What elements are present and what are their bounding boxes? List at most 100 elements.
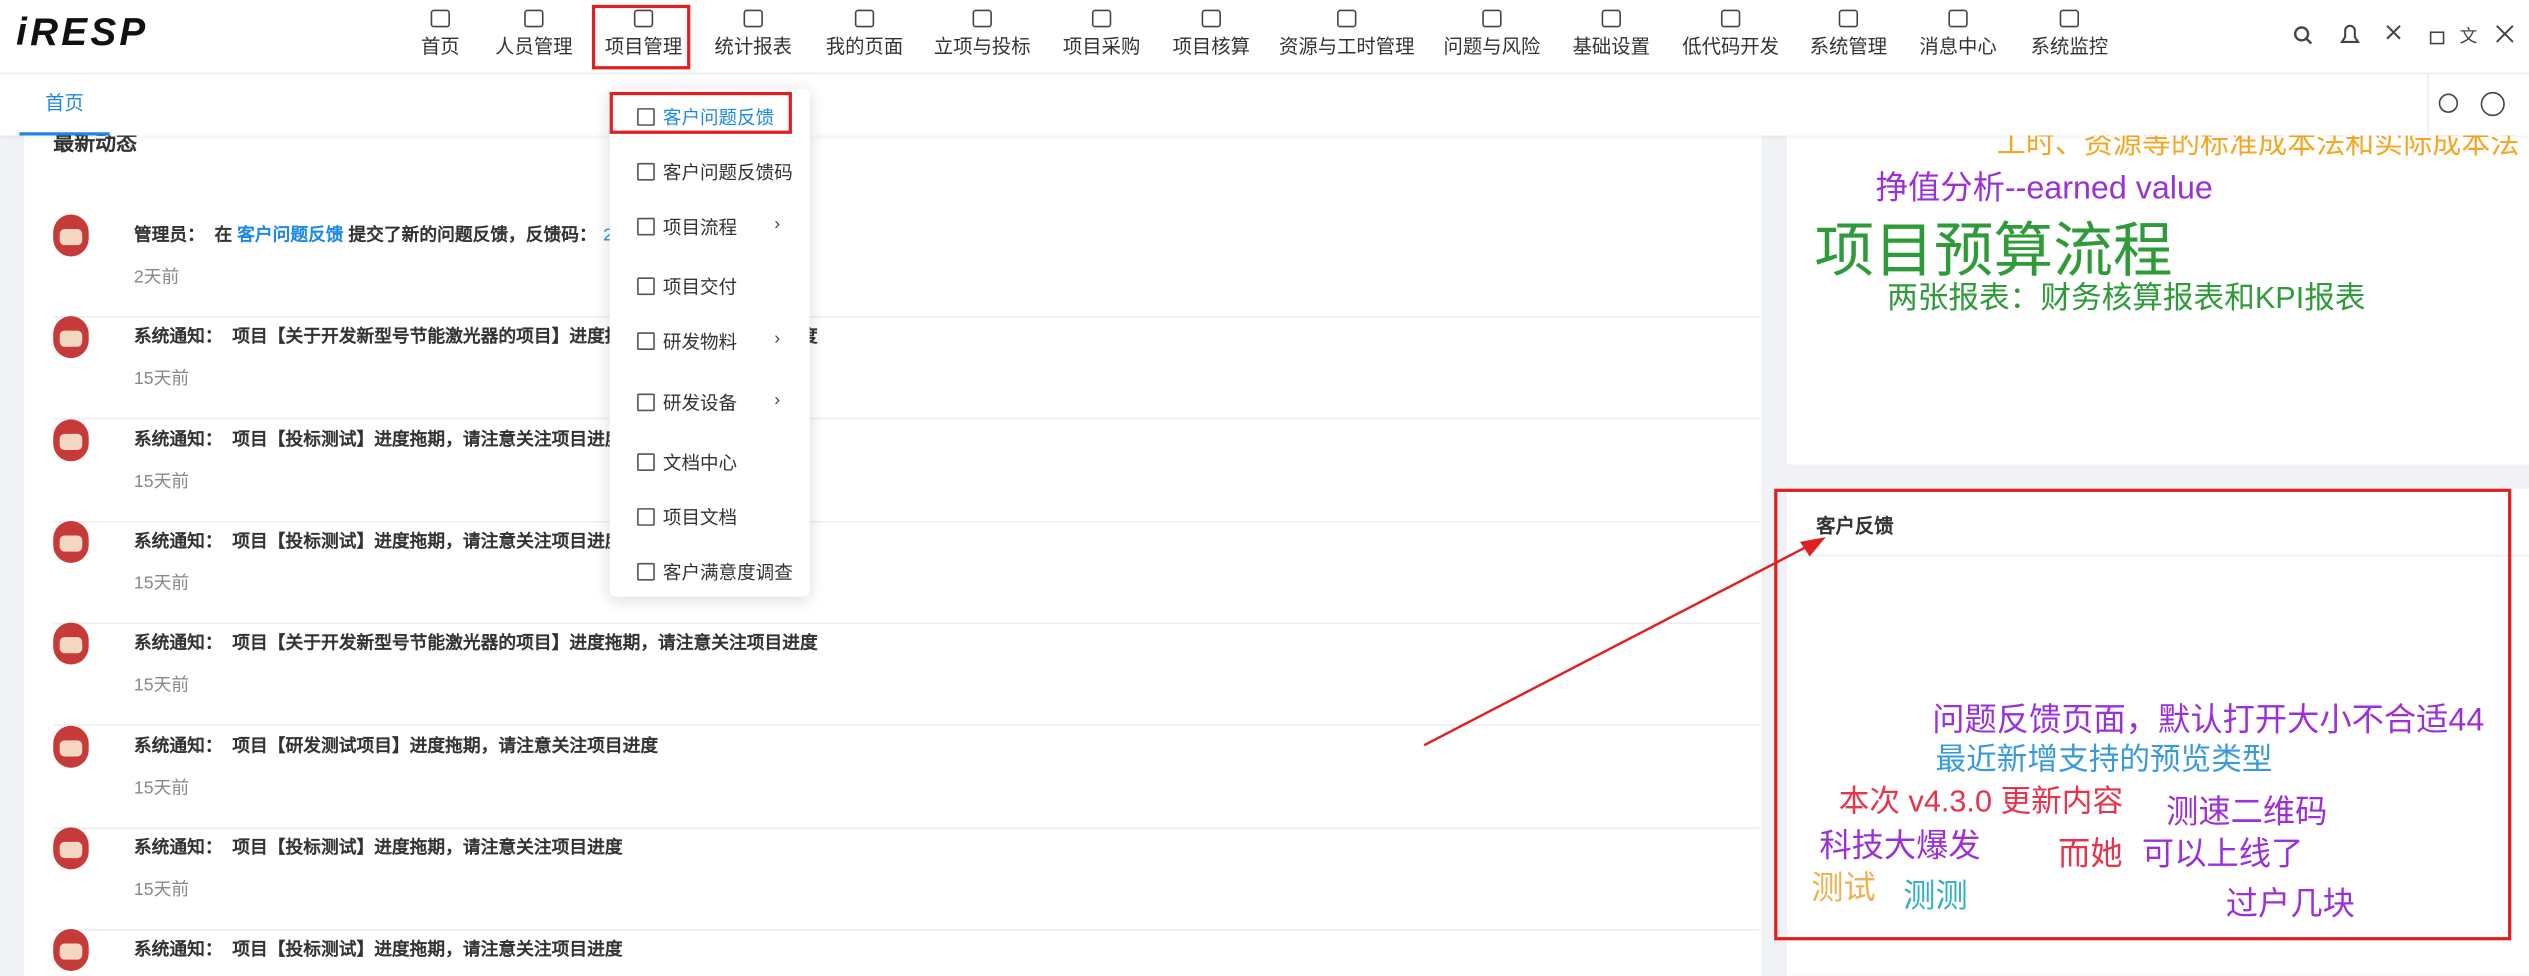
nav-item[interactable]: 人员管理 bbox=[495, 9, 573, 60]
menu-icon bbox=[637, 562, 655, 581]
nav-icon bbox=[1482, 9, 1502, 28]
news-item: 系统通知： 项目【投标测试】进度拖期，请注意关注项目进度 15天前 bbox=[53, 827, 1760, 931]
nav-label: 项目核算 bbox=[1172, 35, 1251, 59]
nav-icon bbox=[1838, 9, 1859, 28]
nav-item[interactable]: 项目管理 bbox=[605, 9, 682, 60]
nav-label: 消息中心 bbox=[1919, 35, 1997, 59]
avatar bbox=[53, 418, 89, 461]
menu-icon bbox=[637, 332, 655, 350]
word: 测速二维码 bbox=[2166, 795, 2328, 831]
user-icon[interactable] bbox=[2480, 91, 2505, 117]
logo[interactable]: iRESP bbox=[16, 11, 149, 55]
nav-icon bbox=[1720, 9, 1741, 28]
sender: 系统通知： bbox=[133, 634, 223, 654]
text: 项目【投标测试】进度拖期，请注意关注项目进度 bbox=[232, 838, 623, 858]
word: 测试 bbox=[1811, 870, 1876, 907]
nav-icon bbox=[972, 9, 992, 28]
menu-item[interactable]: 研发物料 › bbox=[610, 324, 810, 356]
message: 系统通知： 项目【研发测试项目】进度拖期，请注意关注项目进度 bbox=[134, 731, 658, 757]
word: 测测 bbox=[1903, 879, 1968, 915]
link[interactable]: 客户问题反馈 bbox=[237, 225, 344, 246]
menu-item[interactable]: 客户问题反馈码 bbox=[610, 155, 810, 187]
text: 项目【投标测试】进度拖期，请注意关注项目进度 bbox=[232, 429, 623, 450]
menu-icon bbox=[637, 277, 655, 296]
menu-item[interactable]: 客户满意度调查 bbox=[610, 555, 810, 587]
avatar bbox=[53, 316, 89, 359]
time: 15天前 bbox=[133, 369, 190, 390]
time: 15天前 bbox=[133, 880, 190, 900]
nav-icon bbox=[1948, 9, 1968, 28]
submenu-arrow: › bbox=[774, 390, 781, 410]
message: 系统通知： 项目【投标测试】进度拖期，请注意关注项目进度 bbox=[134, 834, 623, 860]
submenu-arrow: › bbox=[774, 214, 781, 234]
nav-item[interactable]: 系统管理 bbox=[1810, 9, 1887, 60]
submenu-arrow: › bbox=[774, 329, 781, 349]
nav-label: 首页 bbox=[420, 35, 460, 59]
refresh-icon[interactable] bbox=[2438, 93, 2459, 113]
nav-item[interactable]: 问题与风险 bbox=[1444, 9, 1540, 60]
word: 可以上线了 bbox=[2141, 837, 2304, 873]
menu-label: 项目流程 bbox=[662, 219, 738, 239]
nav-item[interactable]: 低代码开发 bbox=[1682, 9, 1779, 60]
menu-label: 研发物料 bbox=[662, 333, 738, 354]
nav-item[interactable]: 项目核算 bbox=[1172, 9, 1251, 60]
menu-label: 客户问题反馈码 bbox=[662, 164, 793, 184]
menu-item[interactable]: 项目流程 › bbox=[610, 210, 810, 242]
menu-icon bbox=[637, 393, 655, 412]
nav-icon bbox=[1201, 9, 1221, 28]
tab[interactable]: 首页 bbox=[19, 74, 110, 136]
nav-item[interactable]: 统计报表 bbox=[715, 9, 792, 60]
message: 系统通知： 项目【投标测试】进度拖期，请注意关注项目进度 bbox=[134, 936, 623, 962]
word: 挣值分析--earned value bbox=[1875, 170, 2213, 207]
menu-item[interactable]: 文档中心 bbox=[610, 445, 810, 477]
time: 15天前 bbox=[133, 574, 190, 594]
nav-icon bbox=[1601, 9, 1621, 28]
menu-item[interactable]: 客户问题反馈 bbox=[610, 100, 810, 132]
sender: 系统通知： bbox=[133, 429, 223, 450]
nav-item[interactable]: 首页 bbox=[420, 9, 460, 60]
word: 最近新增支持的预览类型 bbox=[1935, 743, 2273, 778]
word: 而她 bbox=[2058, 837, 2123, 873]
nav-icon bbox=[854, 9, 875, 28]
nav-label: 我的页面 bbox=[825, 35, 904, 59]
header-icons: 文 bbox=[2293, 24, 2514, 46]
text: 项目【研发测试项目】进度拖期，请注意关注项目进度 bbox=[232, 736, 659, 756]
menu-icon bbox=[637, 162, 655, 181]
sender: 系统通知： bbox=[133, 327, 223, 348]
highlight-box bbox=[591, 4, 691, 70]
nav-item[interactable]: 我的页面 bbox=[825, 9, 904, 60]
news-item: 系统通知： 项目【关于开发新型号节能激光器的项目】进度拖期，请注意关注项目进度 15… bbox=[53, 622, 1760, 727]
text: 项目【投标测试】进度拖期，请注意关注项目进度 bbox=[232, 532, 623, 552]
avatar bbox=[53, 520, 89, 563]
menu-item[interactable]: 项目文档 bbox=[610, 500, 810, 532]
menu-item[interactable]: 项目交付 bbox=[610, 269, 810, 301]
avatar bbox=[53, 214, 89, 257]
avatar bbox=[53, 622, 89, 665]
time: 15天前 bbox=[133, 676, 190, 696]
highlight-box bbox=[609, 91, 792, 134]
nav-item[interactable]: 基础设置 bbox=[1573, 9, 1650, 60]
nav-item[interactable]: 消息中心 bbox=[1919, 9, 1997, 60]
time: 15天前 bbox=[133, 778, 190, 798]
menu-icon bbox=[637, 108, 655, 126]
word: 项目预算流程 bbox=[1814, 217, 2173, 284]
nav-item[interactable]: 资源与工时管理 bbox=[1279, 9, 1415, 60]
avatar bbox=[53, 724, 89, 767]
text: 项目【投标测试】进度拖期，请注意关注项目进度 bbox=[232, 940, 623, 960]
nav-label: 系统监控 bbox=[2030, 35, 2109, 59]
nav-item[interactable]: 立项与投标 bbox=[934, 9, 1031, 60]
menu-icon bbox=[637, 508, 655, 526]
nav-icon bbox=[633, 9, 654, 28]
divider bbox=[2427, 74, 2430, 136]
time: 2天前 bbox=[133, 267, 180, 288]
svg-text:文: 文 bbox=[2460, 26, 2478, 46]
nav-item[interactable]: 项目采购 bbox=[1063, 9, 1140, 60]
nav-item[interactable]: 系统监控 bbox=[2030, 9, 2109, 60]
menu-item[interactable]: 研发设备 › bbox=[610, 385, 810, 417]
highlight-box bbox=[1774, 488, 2512, 941]
menu-label: 研发设备 bbox=[662, 395, 738, 415]
